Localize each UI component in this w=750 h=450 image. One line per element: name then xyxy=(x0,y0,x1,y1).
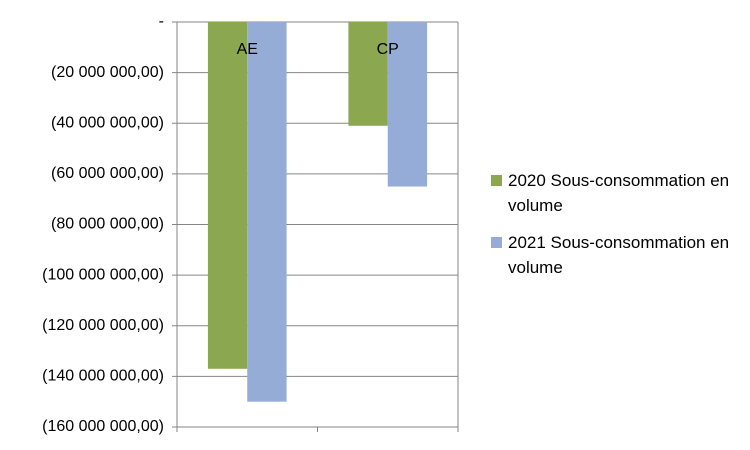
legend-swatch xyxy=(491,175,502,186)
bar xyxy=(387,22,428,187)
bar xyxy=(207,22,248,369)
y-tick-label: (60 000 000,00) xyxy=(51,165,164,182)
y-tick-label: (20 000 000,00) xyxy=(51,64,164,81)
bar xyxy=(348,22,388,126)
y-tick-label: (160 000 000,00) xyxy=(42,418,164,435)
legend-label: 2020 Sous-consommation en volume xyxy=(508,171,730,215)
y-tick-label: (140 000 000,00) xyxy=(42,368,164,385)
x-tick-label: AE xyxy=(237,41,258,58)
y-tick-label: (40 000 000,00) xyxy=(51,114,164,131)
y-tick-label: - xyxy=(159,13,164,30)
legend-swatch xyxy=(491,237,502,248)
bar xyxy=(247,22,287,402)
x-tick-label: CP xyxy=(377,41,399,58)
legend-label: 2021 Sous-consommation en volume xyxy=(508,233,730,277)
y-tick-label: (120 000 000,00) xyxy=(42,317,164,334)
y-tick-label: (100 000 000,00) xyxy=(42,266,164,283)
y-tick-label: (80 000 000,00) xyxy=(51,216,164,233)
